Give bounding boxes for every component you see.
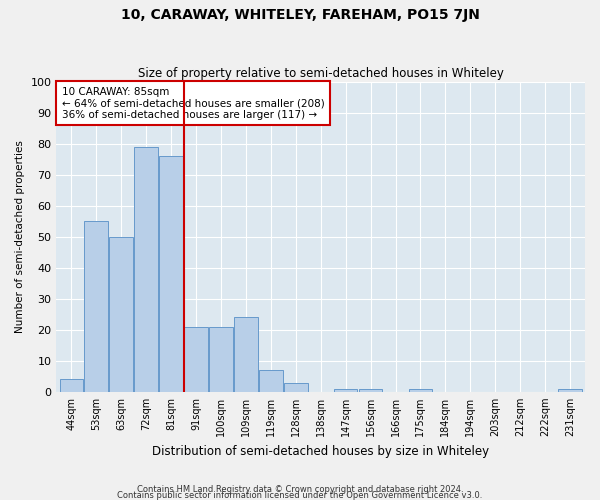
Title: Size of property relative to semi-detached houses in Whiteley: Size of property relative to semi-detach… (138, 66, 503, 80)
Bar (409, 388, 432, 392)
Text: Contains public sector information licensed under the Open Government Licence v3: Contains public sector information licen… (118, 490, 482, 500)
Text: 10, CARAWAY, WHITELEY, FAREHAM, PO15 7JN: 10, CARAWAY, WHITELEY, FAREHAM, PO15 7JN (121, 8, 479, 22)
Bar (234, 318, 258, 392)
Bar (334, 388, 358, 392)
Bar (59, 380, 83, 392)
Text: Contains HM Land Registry data © Crown copyright and database right 2024.: Contains HM Land Registry data © Crown c… (137, 484, 463, 494)
Bar (184, 327, 208, 392)
Bar (284, 382, 308, 392)
Bar (359, 388, 382, 392)
Bar (558, 388, 582, 392)
Text: 10 CARAWAY: 85sqm
← 64% of semi-detached houses are smaller (208)
36% of semi-de: 10 CARAWAY: 85sqm ← 64% of semi-detached… (62, 86, 325, 120)
Bar (159, 156, 183, 392)
Bar (209, 327, 233, 392)
Y-axis label: Number of semi-detached properties: Number of semi-detached properties (15, 140, 25, 334)
Bar (259, 370, 283, 392)
Bar (109, 237, 133, 392)
Bar (134, 147, 158, 392)
Bar (85, 222, 108, 392)
X-axis label: Distribution of semi-detached houses by size in Whiteley: Distribution of semi-detached houses by … (152, 444, 489, 458)
